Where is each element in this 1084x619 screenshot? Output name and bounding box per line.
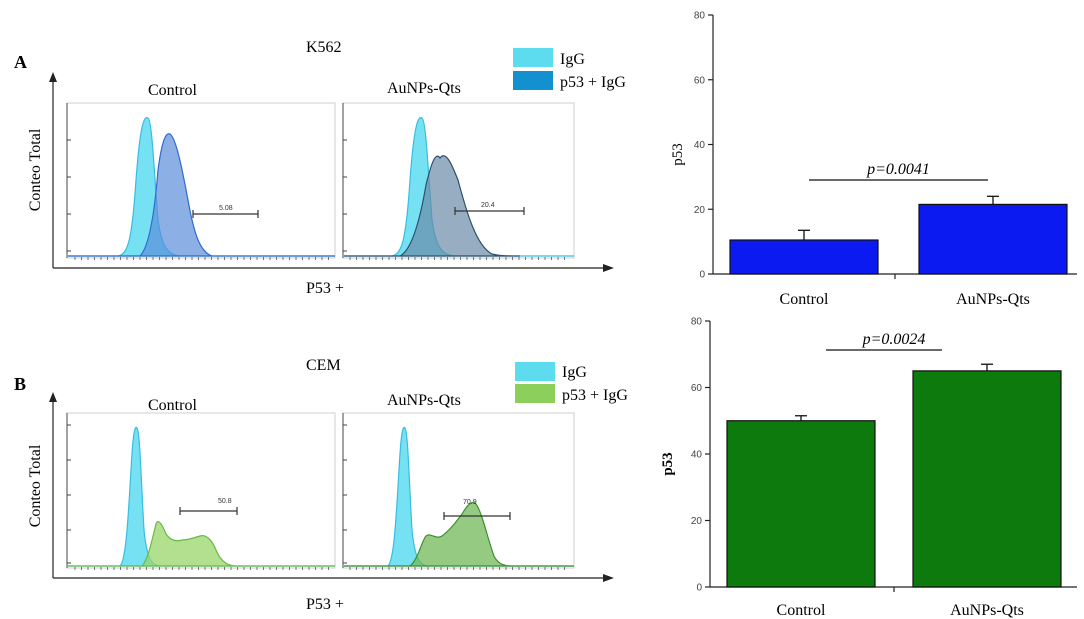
p-value-annotation: p=0.0041: [866, 161, 930, 178]
panel-a-sub2-p53-histogram: [344, 155, 521, 257]
panel-a-sub1-gate-value: 5.08: [219, 205, 233, 212]
panel-b-xlabel: P53 +: [306, 596, 344, 613]
panel-a-sub1-xticks: [74, 257, 329, 260]
bar-ylabel: p53: [670, 143, 686, 166]
bar-chart-cem: 0 20 40 60 80 p53 Control AuNPs-Qts p=0.0024: [660, 317, 1077, 619]
bar-y-tick-label: 0: [696, 583, 702, 594]
panel-b-legend-p53-swatch: [515, 384, 555, 403]
panel-a-sub2-title: AuNPs-Qts: [387, 80, 461, 97]
bar-control: [726, 420, 876, 588]
panel-a-sub2-yticks: [343, 139, 347, 252]
panel-b-sub1-gate-value: 50.8: [218, 498, 232, 505]
panel-a: A K562 Conteo Total P53 + Control AuNPs-…: [14, 39, 626, 297]
panel-a-sub1-gate: 5.08: [192, 205, 259, 218]
bar-ylabel: p53: [660, 452, 676, 475]
panel-a-sub2-gate-value: 20.4: [481, 202, 495, 209]
panel-b-sub1-yticks: [67, 424, 71, 564]
panel-b-sub1-title: Control: [148, 397, 197, 414]
panel-b-sub2-title: AuNPs-Qts: [387, 392, 461, 409]
bar-category-label: Control: [777, 602, 826, 619]
panel-b-sub1-gate: 50.8: [179, 498, 238, 515]
bar-y-tick-label: 80: [691, 317, 703, 328]
panel-a-sub1-title: Control: [148, 82, 197, 99]
bar-category-label: AuNPs-Qts: [950, 602, 1024, 619]
panel-a-ylabel: Conteo Total: [27, 128, 44, 211]
panel-b-sub2-yticks: [343, 424, 347, 564]
bar-chart-k562: 0 20 40 60 80 p53 Control AuNPs-Qts p=0.0041: [670, 11, 1077, 308]
panel-b-x-arrow: [603, 574, 614, 582]
panel-b-sub2-gate: 70.9: [443, 499, 511, 520]
bar-y-tick-label: 60: [691, 383, 703, 394]
panel-b-sub1-xticks: [74, 567, 329, 570]
panel-a-sub1-yticks: [67, 139, 71, 252]
panel-b-legend-igg-label: IgG: [562, 364, 587, 381]
panel-b-ylabel: Conteo Total: [27, 444, 44, 527]
panel-b-legend-p53-label: p53 + IgG: [562, 387, 628, 404]
panel-a-sub2-gate: 20.4: [454, 202, 525, 215]
panel-b-cell-line: CEM: [306, 357, 341, 374]
p-value-annotation: p=0.0024: [862, 331, 926, 348]
panel-a-legend-igg-label: IgG: [560, 51, 585, 68]
panel-b-y-arrow: [49, 392, 57, 402]
panel-a-sub2-xticks: [349, 257, 565, 260]
panel-a-legend-igg-swatch: [513, 48, 553, 67]
panel-a-cell-line: K562: [306, 39, 342, 56]
bar-y-tick-label: 80: [694, 11, 706, 22]
bar-category-label: Control: [780, 291, 829, 308]
panel-b: B CEM Conteo Total P53 + Control AuNPs-Q…: [14, 357, 628, 613]
panel-b-sub2-xticks: [349, 567, 565, 570]
panel-a-xlabel: P53 +: [306, 280, 344, 297]
panel-a-sub1-igg-histogram: [68, 116, 335, 257]
bar-y-tick-label: 60: [694, 75, 706, 86]
panel-b-letter: B: [14, 374, 26, 394]
panel-b-sub2-p53-histogram: [344, 501, 574, 567]
panel-b-sub2-igg-histogram: [344, 426, 574, 567]
bar-category-label: AuNPs-Qts: [956, 291, 1030, 308]
bar-y-tick-label: 40: [694, 140, 706, 151]
panel-a-sub1-p53-histogram: [68, 133, 335, 257]
panel-a-y-arrow: [49, 72, 57, 82]
bar-aunps-qts: [918, 203, 1068, 275]
panel-a-letter: A: [14, 52, 27, 72]
bar-y-tick-label: 20: [694, 205, 706, 216]
bar-control: [729, 239, 879, 275]
panel-a-legend-p53-label: p53 + IgG: [560, 74, 626, 91]
bar-aunps-qts: [912, 370, 1062, 588]
panel-a-x-arrow: [603, 264, 614, 272]
panel-a-sub1-frame: [66, 102, 336, 259]
panel-a-legend-p53-swatch: [513, 71, 553, 90]
panel-b-sub2-gate-value: 70.9: [463, 499, 477, 506]
bar-y-tick-label: 20: [691, 516, 703, 527]
panel-b-legend-igg-swatch: [515, 362, 555, 381]
bar-y-tick-label: 40: [691, 450, 703, 461]
panel-b-sub1-p53-histogram: [68, 521, 335, 567]
bar-y-tick-label: 0: [699, 270, 705, 281]
